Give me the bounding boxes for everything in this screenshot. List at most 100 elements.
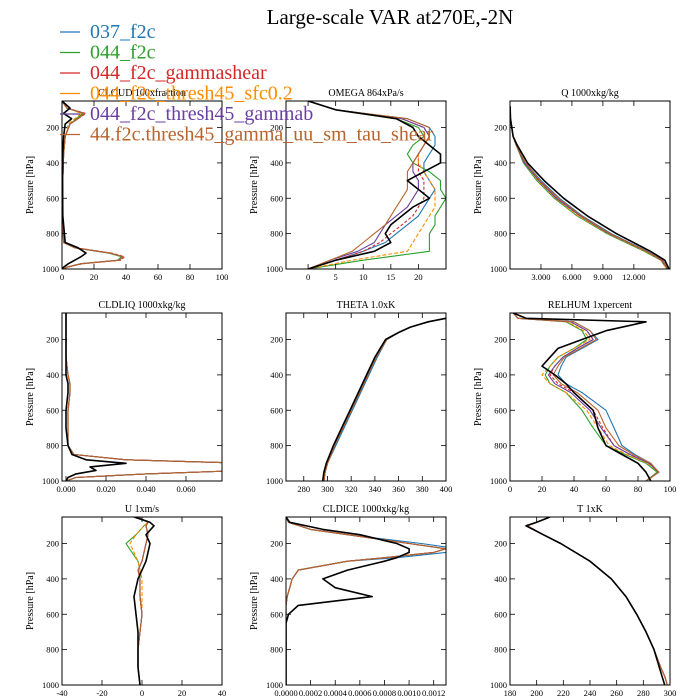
- series-line-7: [62, 101, 87, 269]
- series-line-7: [133, 517, 155, 685]
- y-axis-label: Pressure [hPa]: [249, 156, 260, 214]
- series-line-4: [286, 517, 446, 685]
- series-line-7: [525, 517, 666, 685]
- y-tick-label: 600: [46, 193, 59, 203]
- series-group: [510, 106, 670, 269]
- x-tick-label: -20: [96, 688, 107, 698]
- y-tick-label: 600: [494, 405, 507, 415]
- x-tick-label: 0.0004: [324, 688, 348, 698]
- series-line-2: [286, 517, 446, 685]
- x-tick-label: 0: [508, 484, 512, 494]
- series-line-3: [65, 313, 222, 481]
- y-tick-label: 600: [270, 609, 283, 619]
- y-tick-label: 400: [270, 370, 283, 380]
- y-tick-label: 1000: [266, 476, 283, 486]
- legend-label: 44.f2c.thresh45_gamma_uu_sm_tau_shear: [90, 124, 434, 146]
- panel-4: CLDLIQ 1000xkg/kg Pressure [hPa] 0.000 0.02…: [25, 300, 223, 494]
- x-tick-label: 360: [392, 484, 405, 494]
- series-line-4: [526, 517, 668, 685]
- x-tick-label: 10: [359, 272, 368, 282]
- series-line-6: [323, 317, 446, 481]
- x-tick-label: 60: [602, 484, 611, 494]
- x-tick-label: 320: [345, 484, 358, 494]
- series-line-6: [307, 101, 430, 269]
- x-tick-label: 15: [387, 272, 396, 282]
- series-group: [512, 313, 660, 481]
- series-line-3: [510, 106, 669, 269]
- y-tick-label: 200: [494, 123, 507, 133]
- x-tick-label: 40: [218, 688, 227, 698]
- x-tick-label: 20: [414, 272, 423, 282]
- series-group: [65, 313, 222, 481]
- legend-label: 044_f2c_gammashear: [90, 62, 267, 84]
- y-tick-label: 800: [494, 645, 507, 655]
- panel-title: CLDICE 1000xkg/kg: [323, 504, 409, 515]
- y-tick-label: 1000: [490, 476, 507, 486]
- x-tick-label: 200: [530, 688, 543, 698]
- y-tick-label: 1000: [42, 680, 59, 690]
- y-tick-label: 1000: [42, 264, 59, 274]
- y-tick-label: 400: [270, 574, 283, 584]
- y-tick-label: 200: [270, 335, 283, 345]
- series-line-2: [125, 517, 149, 685]
- series-line-3: [526, 517, 668, 685]
- y-tick-label: 1000: [490, 680, 507, 690]
- series-line-4: [512, 313, 660, 481]
- y-tick-label: 400: [494, 158, 507, 168]
- series-line-4: [510, 106, 668, 269]
- y-tick-label: 800: [46, 441, 59, 451]
- series-line-1: [286, 517, 446, 685]
- series-line-7: [512, 313, 652, 481]
- x-tick-label: 20: [90, 272, 99, 282]
- y-tick-label: 400: [46, 158, 59, 168]
- y-tick-label: 600: [270, 193, 283, 203]
- x-tick-label: 80: [634, 484, 643, 494]
- x-tick-label: 0.0012: [422, 688, 445, 698]
- y-tick-label: 400: [494, 370, 507, 380]
- y-tick-label: 600: [270, 405, 283, 415]
- y-tick-label: 600: [46, 609, 59, 619]
- y-tick-label: 800: [46, 645, 59, 655]
- x-tick-label: 0: [306, 272, 310, 282]
- x-tick-label: 100: [216, 272, 229, 282]
- y-tick-label: 600: [46, 405, 59, 415]
- series-line-7: [321, 317, 446, 481]
- x-tick-label: 40: [570, 484, 579, 494]
- y-axis-label: Pressure [hPa]: [249, 572, 260, 630]
- y-tick-label: 600: [494, 609, 507, 619]
- y-tick-label: 800: [494, 229, 507, 239]
- x-tick-label: 0.0010: [397, 688, 420, 698]
- x-tick-label: 0.060: [176, 484, 195, 494]
- panels-group: CLOUD 100xfraction Pressure [hPa] 0 20 40 60 8…: [25, 88, 676, 698]
- x-tick-label: 40: [122, 272, 131, 282]
- series-line-1: [65, 313, 222, 481]
- x-tick-label: 380: [416, 484, 429, 494]
- series-line-7: [510, 106, 670, 269]
- y-tick-label: 1000: [266, 680, 283, 690]
- panel-7: U 1xm/s Pressure [hPa] -40 -20 0 20 40 200 400 60…: [25, 504, 226, 698]
- series-line-2: [512, 313, 658, 481]
- y-tick-label: 200: [46, 335, 59, 345]
- series-line-6: [286, 517, 446, 685]
- panel-title: CLOUD 100xfraction: [98, 88, 186, 99]
- series-line-2: [526, 517, 668, 685]
- series-group: [525, 517, 668, 685]
- series-line-1: [526, 517, 668, 685]
- x-tick-label: 20: [178, 688, 187, 698]
- series-line-7: [65, 313, 127, 481]
- y-tick-label: 400: [46, 370, 59, 380]
- y-tick-label: 200: [494, 335, 507, 345]
- x-tick-label: 0.000: [56, 484, 75, 494]
- panel-title: T 1xK: [577, 504, 603, 515]
- panel-title: THETA 1.0xK: [337, 300, 396, 311]
- y-tick-label: 800: [270, 229, 283, 239]
- y-tick-label: 400: [270, 158, 283, 168]
- series-line-1: [510, 106, 669, 269]
- panel-9: T 1xK 180 200 220 240 260 280 300 200 400 600 800 10…: [490, 504, 676, 698]
- y-tick-label: 800: [270, 645, 283, 655]
- panel-1: CLOUD 100xfraction Pressure [hPa] 0 20 40 60 8…: [25, 88, 228, 282]
- x-tick-label: 80: [186, 272, 195, 282]
- series-line-1: [307, 101, 436, 269]
- series-line-2: [307, 101, 446, 269]
